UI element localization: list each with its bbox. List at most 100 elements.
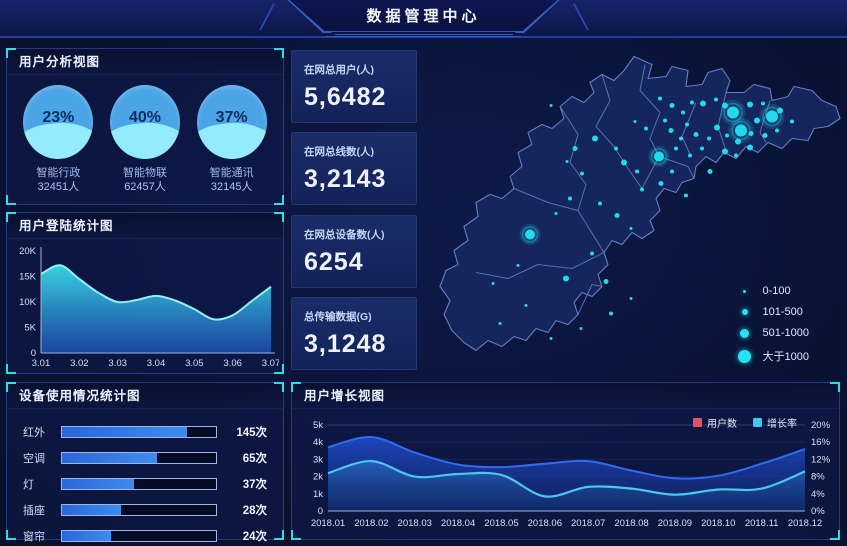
svg-text:2k: 2k: [313, 472, 323, 483]
bar-value-label: 28次: [242, 505, 267, 517]
stats-column: 在网总用户(人) 5,6482 在网总线数(人) 3,2143 在网总设备数(人…: [291, 50, 417, 370]
legend-item-增长率[interactable]: 增长率: [753, 415, 797, 430]
map-legend-label: 大于1000: [762, 351, 809, 363]
header-underline-decoration: [325, 31, 522, 37]
panel-title: 用户登陆统计图: [7, 213, 283, 239]
map-legend-dot-box: [737, 349, 753, 363]
svg-text:0%: 0%: [811, 506, 825, 517]
corner-decoration: [6, 195, 16, 205]
svg-text:2018.09: 2018.09: [658, 518, 692, 529]
svg-text:3.01: 3.01: [32, 358, 51, 369]
bar-category-label: 窗帘: [23, 531, 45, 543]
map-legend-dot-box: [737, 328, 753, 338]
bar-category-label: 空调: [23, 453, 45, 465]
svg-text:3.05: 3.05: [185, 358, 204, 369]
legend-item-用户数[interactable]: 用户数: [693, 415, 737, 430]
bar-fill: [62, 531, 112, 541]
corner-decoration: [6, 212, 16, 222]
svg-text:12%: 12%: [811, 454, 831, 465]
corner-decoration: [274, 195, 284, 205]
gauge-percent: 23%: [42, 109, 75, 126]
svg-text:8%: 8%: [811, 472, 825, 483]
bar-value-label: 145次: [236, 427, 267, 439]
bar-track: [61, 426, 217, 438]
svg-text:2018.04: 2018.04: [441, 518, 475, 529]
device-bar-row: 空调 65次: [23, 451, 267, 465]
svg-text:3.03: 3.03: [108, 358, 127, 369]
panel-title: 用户分析视图: [7, 49, 283, 75]
svg-text:15K: 15K: [19, 272, 37, 283]
stat-value: 3,1248: [304, 329, 387, 358]
bar-category-label: 灯: [23, 479, 34, 491]
svg-text:20%: 20%: [811, 420, 831, 431]
stat-value: 6254: [304, 247, 364, 276]
svg-text:2018.12: 2018.12: [788, 518, 822, 529]
panel-user-growth: 用户增长视图 用户数 增长率 0 1k 2k 3k 4k 5k 0% 4% 8% 12% 16% 20%…: [291, 382, 840, 540]
bar-fill: [62, 479, 135, 489]
bar-category-label: 插座: [23, 505, 45, 517]
gauge-percent: 40%: [128, 109, 161, 126]
gauge-label: 智能物联: [122, 167, 167, 179]
map-legend-dot: [741, 309, 748, 315]
panel-device-usage: 设备使用情况统计图 红外 145次空调 65次灯 37次插座 28次窗帘 24次: [6, 382, 284, 543]
svg-text:3k: 3k: [313, 454, 323, 465]
svg-text:2018.10: 2018.10: [701, 518, 735, 529]
header-bar: 数据管理中心: [0, 0, 847, 38]
corner-decoration: [830, 382, 840, 392]
stat-label: 在网总线数(人): [304, 146, 374, 159]
stat-label: 总传输数据(G): [304, 310, 372, 323]
gauge-label: 智能行政: [36, 167, 81, 179]
device-bar-row: 灯 37次: [23, 477, 267, 491]
corner-decoration: [291, 530, 301, 540]
svg-text:4k: 4k: [313, 437, 323, 448]
corner-decoration: [274, 382, 284, 392]
corner-decoration: [274, 212, 284, 222]
province-map-svg: [439, 55, 841, 352]
panel-title: 用户增长视图: [292, 383, 839, 409]
svg-text:0: 0: [31, 348, 36, 359]
gauge-bubble: 23%: [23, 85, 94, 159]
map-legend-item: 大于1000: [737, 348, 810, 364]
stat-value: 3,2143: [304, 165, 387, 194]
login-area-chart: 0 5K 10K 15K 20K 3.01 3.02 3.03 3.04 3.05 3.06 3.07: [19, 246, 280, 369]
bar-track: [61, 504, 217, 516]
map-legend-item: 101-500: [737, 306, 810, 318]
bar-category-label: 红外: [23, 427, 45, 439]
device-bar-row: 窗帘 24次: [23, 529, 267, 543]
stat-label: 在网总用户(人): [304, 64, 374, 76]
svg-text:16%: 16%: [811, 437, 831, 448]
corner-decoration: [830, 530, 840, 540]
svg-text:2018.03: 2018.03: [398, 518, 432, 529]
svg-text:10K: 10K: [19, 297, 37, 308]
page-title: 数据管理中心: [366, 8, 481, 25]
liquid-gauge: 23% 智能行政 32451人: [16, 85, 100, 194]
gauge-count: 32145人: [210, 181, 253, 193]
map-legend-label: 101-500: [762, 306, 803, 318]
map-legend-item: 501-1000: [737, 327, 810, 339]
corner-decoration: [291, 382, 301, 392]
stat-card-total-lines: 在网总线数(人) 3,2143: [291, 132, 417, 206]
panel-title: 设备使用情况统计图: [7, 383, 283, 409]
header-title-plate: 数据管理中心: [287, 0, 560, 33]
panel-login-stats: 用户登陆统计图 0 5K 10K 15K 20K 3.01 3.02 3.03 3.04 3.05…: [6, 212, 284, 374]
bar-fill: [62, 427, 187, 437]
gauge-bubble: 37%: [196, 85, 267, 159]
gauge-count: 32451人: [37, 181, 80, 193]
corner-decoration: [274, 530, 284, 540]
bar-value-label: 24次: [242, 531, 267, 543]
map-scatter-points: [491, 96, 794, 340]
corner-decoration: [6, 382, 16, 392]
legend-swatch: [693, 418, 702, 427]
svg-text:2018.02: 2018.02: [354, 518, 388, 529]
liquid-gauge-group: 23% 智能行政 32451人 40% 智能物联 62457人 37% 智能通讯 32145人: [7, 75, 283, 194]
liquid-gauge: 37% 智能通讯 32145人: [190, 85, 274, 194]
header-slash-decoration: [258, 4, 275, 30]
legend-label: 增长率: [767, 419, 797, 430]
liquid-gauge: 40% 智能物联 62457人: [103, 85, 187, 194]
svg-text:2018.08: 2018.08: [614, 518, 648, 529]
map-legend-label: 501-1000: [762, 327, 810, 339]
gauge-count: 62457人: [124, 181, 166, 193]
svg-text:0: 0: [318, 506, 323, 517]
map-legend-dot-box: [737, 309, 753, 315]
svg-text:3.02: 3.02: [70, 358, 89, 369]
